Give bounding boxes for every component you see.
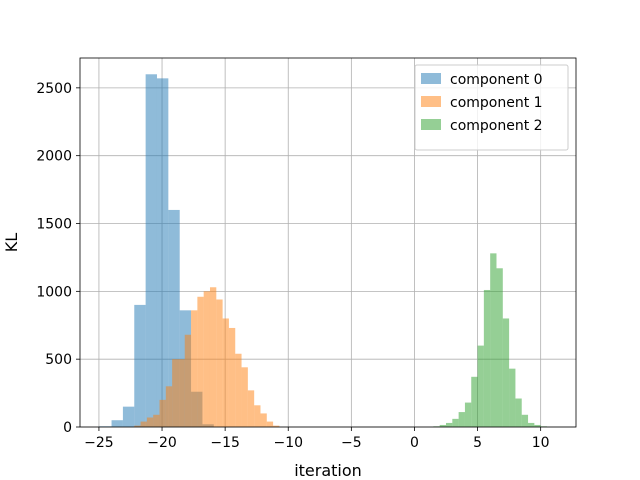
histogram-bar bbox=[197, 296, 204, 427]
legend-label: component 2 bbox=[450, 118, 543, 134]
histogram-bar bbox=[490, 253, 497, 427]
x-tick-label: −25 bbox=[84, 435, 114, 451]
histogram-bar bbox=[247, 390, 255, 427]
histogram-bar bbox=[168, 209, 180, 427]
histogram-bar bbox=[452, 418, 459, 427]
histogram-bar bbox=[521, 414, 529, 427]
histogram-bar bbox=[464, 402, 472, 427]
histogram-bar bbox=[134, 425, 141, 427]
histogram-bar bbox=[241, 367, 248, 427]
series-1-bars bbox=[134, 287, 280, 427]
x-tick-label: 10 bbox=[532, 435, 550, 451]
y-tick-label: 500 bbox=[45, 352, 72, 368]
histogram-bar bbox=[153, 414, 160, 427]
histogram-bar bbox=[528, 422, 535, 427]
x-tick-label: −15 bbox=[210, 435, 240, 451]
histogram-bar bbox=[483, 289, 491, 427]
legend: component 0 component 1 component 2 bbox=[414, 64, 569, 151]
histogram-bar bbox=[458, 412, 465, 427]
axes-frame bbox=[79, 57, 577, 428]
histogram-bar bbox=[496, 268, 503, 427]
x-tick-label: −20 bbox=[147, 435, 177, 451]
x-axis-label: iteration bbox=[294, 461, 362, 480]
histogram-bar bbox=[191, 310, 198, 427]
histogram-bar bbox=[477, 345, 484, 427]
series-2-bars bbox=[433, 253, 547, 427]
x-tick-label: 5 bbox=[473, 435, 482, 451]
histogram-bar bbox=[228, 327, 236, 427]
histogram-bar bbox=[509, 368, 516, 427]
histogram-bar bbox=[178, 359, 185, 427]
histogram-bar bbox=[534, 424, 541, 427]
histogram-bar bbox=[439, 424, 447, 427]
histogram-bar bbox=[172, 359, 179, 427]
histogram-bar bbox=[145, 74, 157, 427]
y-tick-label: 1500 bbox=[36, 217, 72, 233]
legend-swatch bbox=[421, 119, 441, 130]
histogram-bar bbox=[515, 398, 522, 427]
histogram-bar bbox=[235, 353, 242, 427]
x-tick-label: −5 bbox=[341, 435, 362, 451]
histogram-bar bbox=[203, 291, 210, 427]
histogram-bar bbox=[122, 406, 135, 427]
histogram-bar bbox=[266, 421, 274, 427]
legend-swatch bbox=[421, 96, 441, 107]
x-tick-label: −10 bbox=[273, 435, 303, 451]
legend-box bbox=[414, 64, 569, 151]
y-axis-label: KL bbox=[2, 233, 21, 252]
histogram-bar bbox=[159, 399, 166, 427]
y-tick-label: 2000 bbox=[36, 149, 72, 165]
histogram-bar bbox=[502, 318, 510, 427]
histogram-bar bbox=[111, 420, 123, 427]
histogram-bar bbox=[156, 78, 169, 427]
legend-label: component 0 bbox=[450, 72, 543, 88]
histogram-bar bbox=[146, 417, 154, 427]
y-tick-label: 0 bbox=[63, 420, 72, 436]
histogram-bar bbox=[222, 318, 229, 427]
y-tick-label: 1000 bbox=[36, 284, 72, 300]
histogram-bar bbox=[209, 287, 217, 427]
histogram-bar bbox=[184, 334, 192, 427]
y-tick-label: 2500 bbox=[36, 81, 72, 97]
histogram-bar bbox=[134, 304, 146, 427]
histogram-bar bbox=[254, 405, 261, 427]
histogram-bar bbox=[165, 386, 173, 427]
histogram-bar bbox=[140, 421, 147, 427]
histogram-bar bbox=[446, 422, 453, 427]
legend-label: component 1 bbox=[450, 95, 543, 111]
axis-ticks: −25 −20 −15 −10 −5 0 5 10 0 500 1000 1500 2000 2500 bbox=[36, 81, 549, 451]
histogram-bars bbox=[98, 74, 547, 427]
legend-swatch bbox=[421, 73, 441, 84]
histogram-bar bbox=[216, 299, 223, 427]
histogram-bar bbox=[471, 376, 478, 427]
x-tick-label: 0 bbox=[410, 435, 419, 451]
histogram-bar bbox=[260, 413, 267, 427]
histogram-bar bbox=[273, 425, 280, 427]
